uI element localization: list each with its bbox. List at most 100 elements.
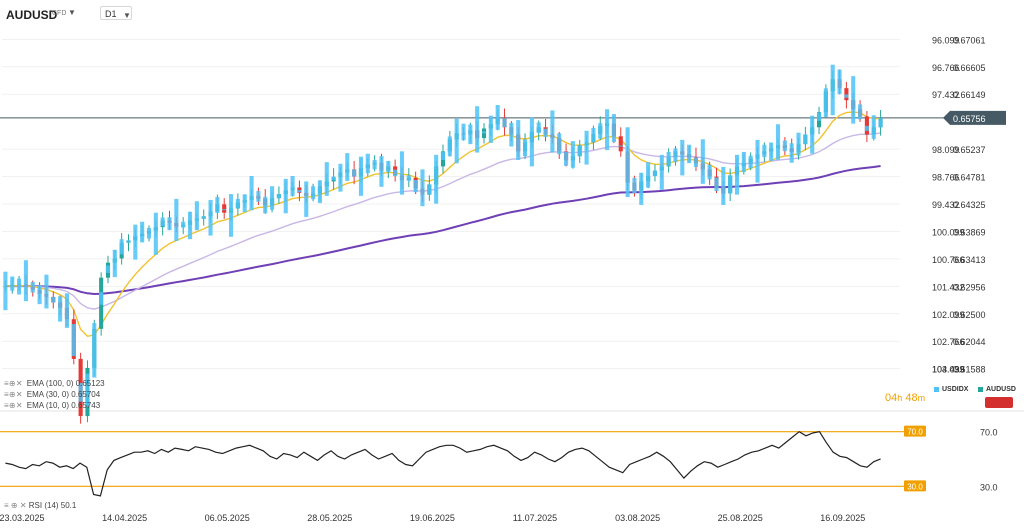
- index-candle-body: [680, 139, 685, 176]
- y-axis-label-right: 0.61588: [953, 365, 986, 375]
- index-candle-body: [646, 162, 651, 188]
- usdidx-swatch: [934, 386, 939, 392]
- index-candle-body: [632, 177, 637, 194]
- index-candle-body: [358, 156, 364, 196]
- series-toggle-usdidx[interactable]: USDIDX: [934, 386, 968, 393]
- index-candle-body: [399, 151, 405, 195]
- index-candle-body: [871, 115, 876, 139]
- legend-value: 0.65743: [71, 401, 101, 410]
- index-candle-body: [468, 124, 473, 145]
- index-candle-body: [297, 189, 302, 193]
- y-axis-label-right: 0.63413: [953, 255, 986, 265]
- y-axis-label-right: 0.62956: [953, 282, 986, 292]
- index-candle-body: [570, 141, 575, 168]
- timeframe-select[interactable]: D1 ▼: [100, 6, 132, 20]
- x-axis-label: 06.05.2025: [205, 513, 250, 523]
- timer-h-unit: h: [897, 393, 903, 403]
- legend-ema-10[interactable]: ≡ ⊕ ✕ EMA (10, 0) 0.65743: [4, 401, 100, 410]
- index-candle-body: [112, 249, 117, 278]
- index-candle-body: [687, 144, 692, 164]
- index-candle-body: [728, 175, 733, 194]
- index-candle-body: [71, 324, 76, 357]
- symbol-dropdown-chevron-icon[interactable]: ▼: [68, 8, 76, 17]
- index-candle-body: [3, 271, 8, 311]
- ema-100-line: [5, 165, 881, 296]
- rsi-band-tag: [904, 425, 926, 437]
- x-axis-label: 14.04.2025: [102, 513, 147, 523]
- candle-body: [844, 88, 849, 101]
- legend-label: EMA (100, 0): [26, 379, 74, 388]
- sell-button[interactable]: [985, 397, 1013, 408]
- y-axis-label-left: 98.766: [932, 173, 960, 183]
- axis-labels: 0.67061 0.66605 0.66149 0.65237 0.64781 0.643…: [0, 35, 1006, 523]
- top-toolbar: AUDUSD CFD ▼ D1 ▼: [0, 0, 1024, 26]
- candle-countdown: 04h 48m: [885, 392, 925, 404]
- index-candle-body: [639, 172, 644, 205]
- rsi-axis-label: 70.0: [980, 428, 998, 438]
- index-candle-body: [372, 159, 377, 170]
- index-candle-body: [174, 198, 179, 241]
- legend-settings-icon[interactable]: ≡ ⊕ ✕: [4, 390, 23, 399]
- x-axis-label: 25.08.2025: [718, 513, 763, 523]
- y-axis-label-left: 103.433: [932, 365, 965, 375]
- y-axis-label-right: 0.63869: [953, 227, 986, 237]
- legend-settings-icon[interactable]: ≡ ⊕ ✕: [4, 379, 23, 388]
- index-candle-body: [707, 164, 712, 180]
- index-candle-body: [529, 117, 534, 167]
- index-candle-body: [816, 112, 822, 121]
- index-candle-body: [475, 106, 480, 153]
- legend-value: 0.65123: [75, 379, 105, 388]
- index-candle-body: [522, 139, 528, 157]
- y-axis-label-right: 0.62500: [953, 310, 986, 320]
- candle-body: [864, 116, 869, 135]
- rsi-legend[interactable]: ≡ ⊕ ✕ RSI (14) 50.1: [4, 501, 76, 510]
- y-axis-label-right: 0.67061: [953, 35, 986, 45]
- index-candle-body: [536, 122, 541, 134]
- index-candle-body: [878, 118, 883, 128]
- index-candle-body: [256, 191, 261, 202]
- index-candle-body: [249, 176, 254, 211]
- index-candle-body: [365, 153, 370, 174]
- legend-settings-icon[interactable]: ≡ ⊕ ✕: [4, 401, 23, 410]
- y-axis-label-left: 96.099: [932, 35, 960, 45]
- index-candle-body: [194, 201, 199, 231]
- index-candle-body: [488, 115, 493, 143]
- index-candle-body: [810, 115, 815, 154]
- index-candle-body: [92, 323, 97, 378]
- y-axis-label-left: 104.099: [932, 365, 965, 375]
- index-candle-body: [734, 154, 740, 195]
- index-candle-body: [270, 186, 275, 210]
- index-candle-body: [304, 181, 309, 217]
- y-axis-label-left: 99.432: [932, 200, 960, 210]
- index-candle-body: [228, 194, 234, 237]
- y-axis-label-left: 96.766: [932, 63, 960, 73]
- index-candle-body: [51, 296, 56, 303]
- index-candle-body: [78, 382, 83, 402]
- index-candle-body: [714, 177, 719, 192]
- index-candle-body: [413, 179, 418, 193]
- series-toggle-audusd[interactable]: AUDUSD: [978, 386, 1016, 393]
- index-candle-body: [324, 162, 329, 196]
- index-candle-body: [290, 176, 295, 197]
- index-candle-body: [591, 127, 596, 143]
- legend-ema-30[interactable]: ≡ ⊕ ✕ EMA (30, 0) 0.65704: [4, 390, 100, 399]
- index-candle-body: [741, 151, 746, 173]
- index-candle-body: [181, 221, 186, 228]
- legend-value: 0.65704: [71, 390, 101, 399]
- y-axis-label-right: 0.66149: [953, 90, 986, 100]
- index-candle-body: [762, 144, 767, 158]
- index-candle-body: [598, 123, 603, 139]
- index-candle-body: [133, 224, 138, 260]
- index-candle-body: [823, 88, 828, 118]
- index-candle-body: [153, 212, 158, 255]
- index-candle-body: [748, 155, 753, 169]
- index-candle-body: [577, 145, 582, 157]
- legend-ema-100[interactable]: ≡ ⊕ ✕ EMA (100, 0) 0.65123: [4, 379, 105, 388]
- index-candle-body: [502, 118, 507, 128]
- symbol-name[interactable]: AUDUSD: [6, 8, 58, 22]
- x-axis-label: 23.03.2025: [0, 513, 45, 523]
- index-candle-body: [352, 169, 357, 177]
- timer-m-unit: m: [917, 393, 926, 403]
- rsi-settings-icon[interactable]: ≡ ⊕ ✕: [4, 501, 27, 510]
